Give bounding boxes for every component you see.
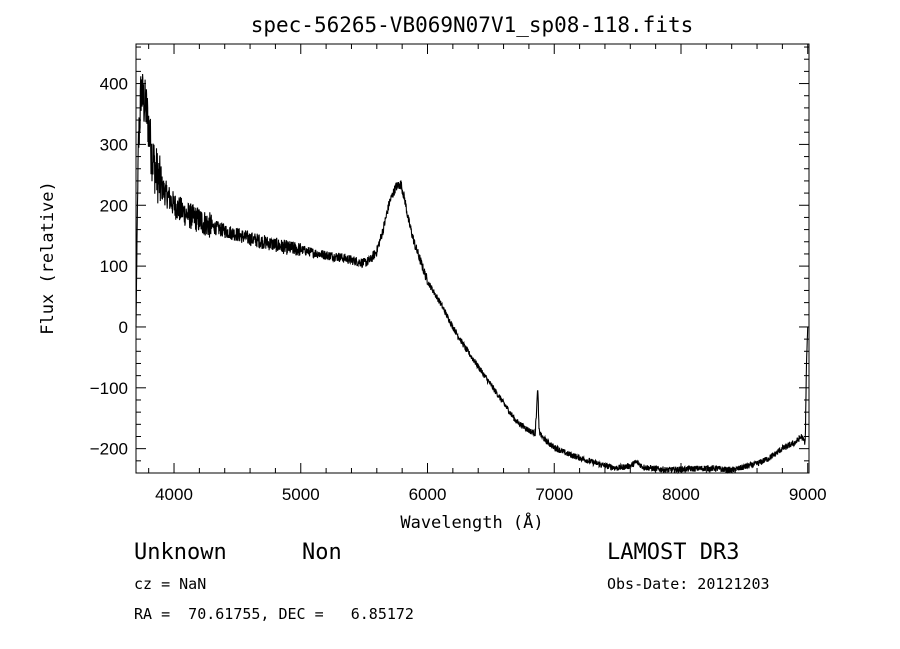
y-tick-label: −200 — [90, 440, 128, 459]
y-tick-label: 100 — [100, 257, 128, 276]
x-tick-label: 9000 — [789, 485, 827, 504]
y-tick-label: 300 — [100, 135, 128, 154]
x-axis: 4000 5000 6000 7000 8000 9000 — [148, 44, 827, 504]
y-tick-label: 400 — [100, 75, 128, 94]
object-subclass: Non — [302, 540, 342, 565]
x-tick-label: 7000 — [535, 485, 573, 504]
y-axis-label: Flux (relative) — [38, 181, 58, 335]
obs-date: Obs-Date: 20121203 — [607, 575, 770, 593]
chart-title: spec-56265-VB069N07V1_sp08-118.fits — [251, 13, 694, 37]
y-tick-label: 200 — [100, 196, 128, 215]
y-tick-label: 0 — [119, 318, 128, 337]
x-tick-label: 6000 — [409, 485, 447, 504]
survey-name: LAMOST DR3 — [607, 540, 739, 565]
y-tick-label: −100 — [90, 379, 128, 398]
x-tick-label: 4000 — [155, 485, 193, 504]
plot-frame — [135, 43, 810, 474]
spectrum-line — [135, 73, 809, 475]
x-tick-label: 8000 — [662, 485, 700, 504]
redshift-cz: cz = NaN — [134, 575, 206, 593]
ra-dec: RA = 70.61755, DEC = 6.85172 — [134, 605, 414, 623]
object-class: Unknown — [134, 540, 227, 565]
x-axis-label: Wavelength (Å) — [400, 511, 543, 533]
y-axis: −200 −100 0 100 200 300 400 — [90, 46, 809, 462]
x-tick-label: 5000 — [282, 485, 320, 504]
